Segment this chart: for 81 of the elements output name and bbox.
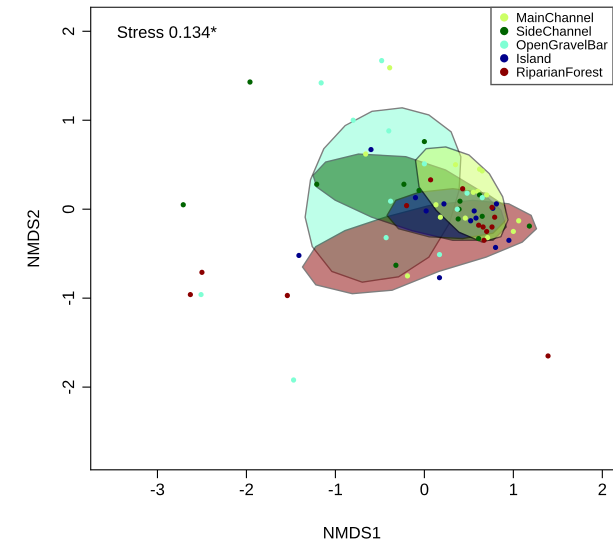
- point: [468, 218, 474, 224]
- point: [462, 215, 468, 221]
- point: [188, 292, 193, 298]
- point: [180, 202, 186, 208]
- x-tick-label: 2: [598, 483, 606, 496]
- y-axis-title: NMDS2: [27, 210, 40, 266]
- point: [422, 138, 427, 144]
- point: [384, 235, 389, 240]
- point: [441, 201, 447, 206]
- point: [470, 190, 476, 195]
- point: [460, 186, 466, 192]
- point: [368, 146, 374, 152]
- point: [404, 273, 410, 279]
- point: [314, 182, 320, 187]
- x-tick-label: -3: [150, 483, 164, 496]
- point: [526, 223, 532, 229]
- point: [452, 162, 458, 168]
- y-tick-label: -1: [62, 292, 74, 305]
- point: [484, 235, 490, 240]
- y-tick-label: 1: [62, 116, 74, 124]
- point: [480, 224, 486, 230]
- point: [506, 238, 512, 243]
- point: [480, 214, 485, 219]
- point: [247, 79, 253, 85]
- point: [290, 377, 296, 383]
- legend-label: RiparianForest: [517, 67, 602, 80]
- point: [472, 208, 477, 214]
- point: [545, 353, 551, 359]
- point: [484, 192, 490, 198]
- point: [489, 224, 495, 230]
- point: [379, 58, 384, 64]
- point: [492, 214, 498, 220]
- point: [284, 292, 290, 298]
- point: [438, 214, 443, 220]
- point: [198, 292, 204, 298]
- y-tick-label: 0: [62, 205, 74, 214]
- point: [422, 161, 427, 166]
- legend-label: MainChannel: [517, 12, 593, 22]
- point: [433, 202, 439, 208]
- point: [481, 238, 487, 243]
- point: [473, 215, 479, 221]
- point: [404, 203, 410, 208]
- point: [393, 262, 399, 268]
- x-tick-label: -1: [328, 484, 342, 496]
- point: [464, 190, 470, 196]
- point: [436, 275, 442, 280]
- point: [436, 252, 442, 258]
- point: [401, 182, 407, 187]
- x-axis-title: NMDS1: [324, 526, 380, 539]
- point: [480, 168, 485, 174]
- point: [296, 252, 302, 258]
- x-tick-label: -2: [240, 483, 253, 496]
- point: [387, 65, 392, 70]
- point: [412, 195, 418, 200]
- point: [424, 208, 429, 214]
- legend-label: Island: [517, 53, 550, 64]
- point: [480, 195, 485, 200]
- x-tick-label: 0: [420, 483, 428, 496]
- point: [476, 222, 482, 228]
- point: [428, 177, 434, 182]
- point: [386, 128, 392, 134]
- point: [199, 270, 205, 275]
- point: [476, 236, 482, 242]
- point: [416, 188, 422, 194]
- point: [388, 198, 394, 204]
- point: [457, 198, 463, 204]
- annotation: Stress 0.134*: [118, 26, 217, 38]
- point: [318, 80, 324, 86]
- point: [350, 118, 356, 123]
- point: [484, 228, 490, 234]
- point: [456, 216, 461, 222]
- point: [516, 218, 522, 224]
- point: [492, 244, 498, 250]
- x-tick-label: 1: [510, 484, 518, 496]
- point: [363, 151, 368, 157]
- point: [510, 228, 516, 234]
- legend-label: OpenGravelBar: [516, 40, 608, 52]
- y-tick-label: 2: [62, 27, 74, 36]
- y-tick-label: -2: [62, 380, 74, 394]
- legend-label: SideChannel: [516, 26, 591, 36]
- point: [494, 201, 500, 206]
